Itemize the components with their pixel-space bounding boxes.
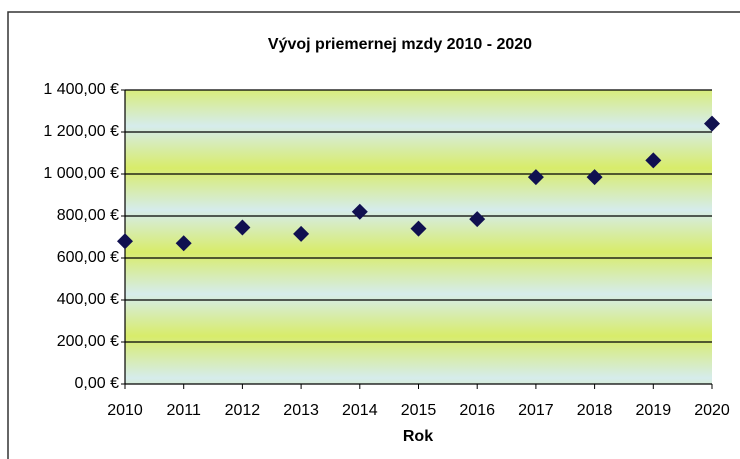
marker	[469, 211, 486, 228]
y-tick-label: 200,00 €	[57, 333, 119, 350]
x-tick-label: 2015	[401, 402, 437, 419]
x-tick-label: 2013	[283, 402, 319, 419]
marker	[410, 220, 427, 237]
marker	[351, 203, 368, 220]
y-tick-label: 1 000,00 €	[43, 165, 119, 182]
x-tick-label: 2019	[636, 402, 672, 419]
y-tick-label: 800,00 €	[57, 207, 119, 224]
y-tick-label: 600,00 €	[57, 249, 119, 266]
plot-area	[125, 90, 712, 384]
y-tick-label: 1 400,00 €	[43, 81, 119, 98]
y-tick-label: 1 200,00 €	[43, 123, 119, 140]
chart-title: Vývoj priemernej mzdy 2010 - 2020	[268, 36, 532, 53]
x-tick-label: 2017	[518, 402, 554, 419]
marker	[234, 219, 251, 236]
x-tick-label: 2016	[459, 402, 495, 419]
x-axis-title: Rok	[403, 428, 433, 445]
x-tick-label: 2010	[107, 402, 143, 419]
marker	[527, 169, 544, 186]
y-tick-label: 400,00 €	[57, 291, 119, 308]
y-tick-label: 0,00 €	[75, 375, 120, 392]
marker	[117, 233, 133, 250]
x-tick-label: 2011	[166, 402, 201, 419]
marker	[293, 225, 310, 242]
x-tick-label: 2012	[225, 402, 261, 419]
marker	[586, 169, 603, 186]
x-tick-label: 2018	[577, 402, 613, 419]
marker	[704, 115, 720, 132]
x-tick-label: 2014	[342, 402, 378, 419]
x-tick-label: 2020	[694, 402, 730, 419]
marker	[645, 152, 662, 169]
marker	[175, 235, 192, 252]
